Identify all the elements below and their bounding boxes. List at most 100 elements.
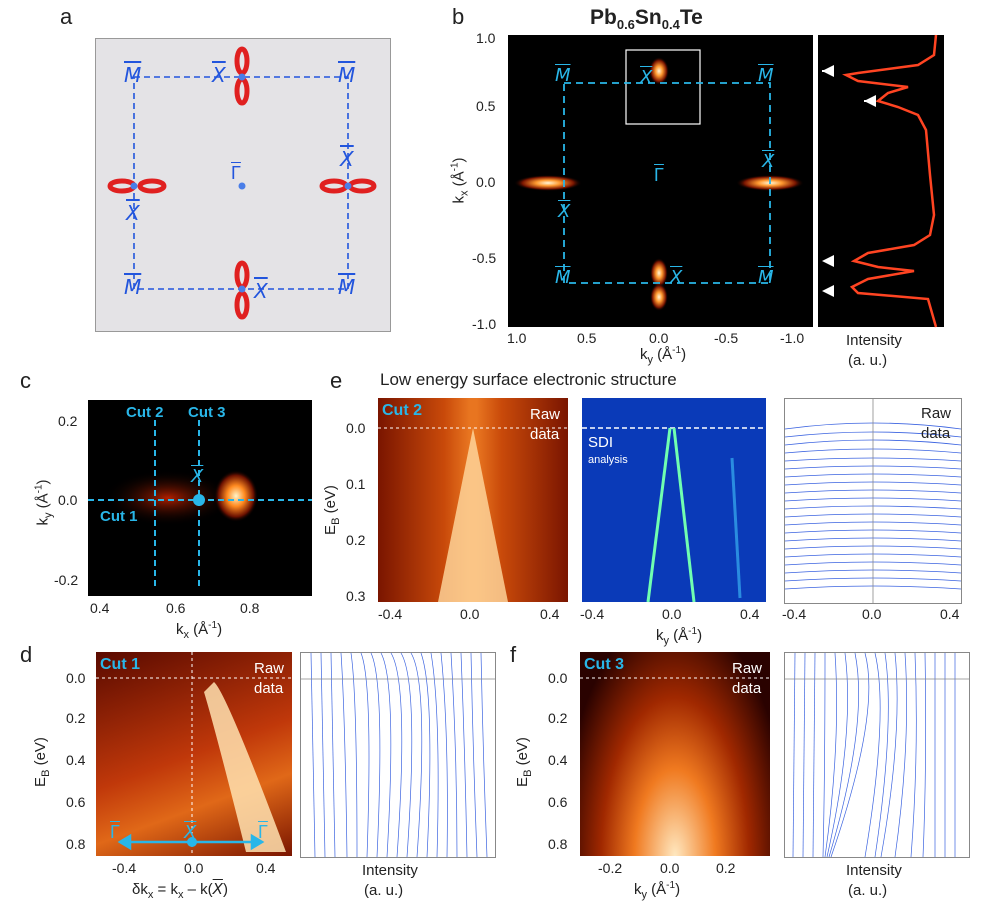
f-ytick: 0.6 (548, 794, 568, 810)
e-sdi-label: SDI (588, 434, 614, 451)
brillouin-zone-diagram (107, 46, 377, 320)
d-xlabel: δkx = kx – k(X) (132, 880, 228, 901)
panel-e-sdi: SDI analysis (582, 398, 766, 603)
f-xtick: 0.0 (660, 860, 680, 876)
b-symbol-x-right: X (762, 151, 775, 172)
panel-e-edc: Raw data (784, 398, 962, 604)
symbol-x-bottom: X (254, 279, 268, 303)
panel-label-d: d (20, 642, 33, 667)
e-xtick: 0.0 (862, 606, 882, 622)
b-ytick: 0.0 (476, 174, 496, 190)
symbol-m-bottomright: M (338, 275, 356, 299)
d-xtick: -0.4 (112, 860, 137, 876)
e-cut2-label: Cut 2 (382, 402, 422, 419)
c-xtick: 0.6 (166, 600, 186, 616)
d-raw-image (96, 652, 292, 856)
panel-label-a: a (60, 4, 73, 29)
f-ytick: 0.0 (548, 670, 568, 686)
panel-e-raw: Cut 2 Raw data (378, 398, 568, 602)
zoom-map-image (88, 420, 312, 590)
c-ytick: 0.2 (58, 413, 78, 429)
panel-a-schematic: M M M M X X X X Γ (95, 38, 391, 332)
e-edc-raw-label: Raw (921, 405, 952, 422)
f-intensity-label: Intensity (846, 862, 902, 879)
intensity-profile-curve (822, 34, 938, 328)
e-xtick: 0.0 (460, 606, 480, 622)
panel-b-fermi-map: M M M M X X X X Γ (508, 35, 813, 327)
d-mdc-curves (301, 652, 495, 858)
f-data-label: data (732, 680, 762, 697)
d-ytick: 0.0 (66, 670, 86, 686)
b-ytick: -0.5 (472, 250, 497, 266)
panel-b-title: Pb0.6Sn0.4Te (590, 6, 703, 33)
panel-label-e: e (330, 368, 343, 393)
panel-b-intensity-profile (818, 34, 944, 328)
f-xtick: -0.2 (598, 860, 623, 876)
fermi-pockets (107, 46, 377, 320)
e-ylabel: EB (eV) (322, 485, 342, 535)
symbol-gamma: Γ (231, 163, 241, 183)
symbol-m-topright: M (338, 63, 356, 87)
panel-label-b: b (452, 4, 465, 29)
d-symbol-gamma-right: Γ (258, 822, 268, 842)
b-intensity-unit: (a. u.) (848, 352, 888, 369)
e-sdi-image (582, 427, 766, 603)
f-ytick: 0.4 (548, 752, 568, 768)
b-symbol-x-bottom: X (670, 267, 683, 288)
b-symbol-m-bl: M (555, 267, 571, 288)
e-xlabel: ky (Å-1) (656, 626, 703, 647)
b-ytick: 0.5 (476, 98, 496, 114)
f-cut3-label: Cut 3 (584, 656, 624, 673)
b-symbol-m-tr: M (758, 65, 774, 86)
c-symbol-x: X (191, 466, 204, 487)
f-ytick: 0.2 (548, 710, 568, 726)
b-intensity-label: Intensity (846, 332, 902, 349)
d-ytick: 0.2 (66, 710, 86, 726)
e-ytick: 0.1 (346, 476, 366, 492)
b-symbol-m-tl: M (555, 65, 571, 86)
e-xtick: -0.4 (378, 606, 403, 622)
d-cut1-label: Cut 1 (100, 656, 140, 673)
panel-d-mdc (300, 652, 496, 858)
b-symbol-x-top: X (640, 67, 653, 88)
d-xtick: 0.0 (184, 860, 204, 876)
symbol-x-top: X (212, 63, 226, 87)
e-sdi-analysis: analysis (588, 454, 628, 466)
symbol-m-bottomleft: M (124, 275, 142, 299)
c-ylabel: ky (Å-1) (33, 479, 55, 526)
panel-f-mdc (784, 652, 970, 858)
e-ytick: 0.0 (346, 420, 366, 436)
b-xtick: 1.0 (507, 330, 527, 346)
d-intensity-unit: (a. u.) (364, 882, 404, 899)
c-ytick: -0.2 (54, 572, 79, 588)
f-raw-label: Raw (732, 660, 763, 677)
b-symbol-m-br: M (758, 267, 774, 288)
panel-f-raw: Cut 3 Raw data (580, 652, 770, 856)
e-xtick: 0.4 (740, 606, 760, 622)
f-raw-image (580, 677, 770, 679)
d-raw-label: Raw (254, 660, 285, 677)
c-cut1-label: Cut 1 (100, 508, 138, 525)
f-mdc-curves (785, 652, 969, 858)
symbol-x-left: X (126, 201, 140, 225)
e-raw-label: Raw (530, 406, 561, 423)
d-ytick: 0.6 (66, 794, 86, 810)
f-ytick: 0.8 (548, 836, 568, 852)
panel-e-title: Low energy surface electronic structure (380, 370, 677, 389)
b-xtick: 0.0 (649, 330, 669, 346)
f-xlabel: ky (Å-1) (634, 880, 681, 901)
e-xtick: 0.4 (540, 606, 560, 622)
c-xtick: 0.8 (240, 600, 260, 616)
e-xtick: -0.4 (782, 606, 807, 622)
e-raw-image (378, 427, 568, 602)
fermi-surface-map (514, 49, 804, 311)
e-ytick: 0.3 (346, 588, 366, 604)
c-ytick: 0.0 (58, 492, 78, 508)
c-xlabel: kx (Å-1) (176, 620, 223, 641)
e-xtick: 0.0 (662, 606, 682, 622)
b-symbol-gamma: Γ (654, 165, 664, 185)
symbol-x-right: X (340, 147, 354, 171)
panel-label-f: f (510, 642, 517, 667)
d-ytick: 0.4 (66, 752, 86, 768)
d-symbol-gamma-left: Γ (110, 822, 120, 842)
